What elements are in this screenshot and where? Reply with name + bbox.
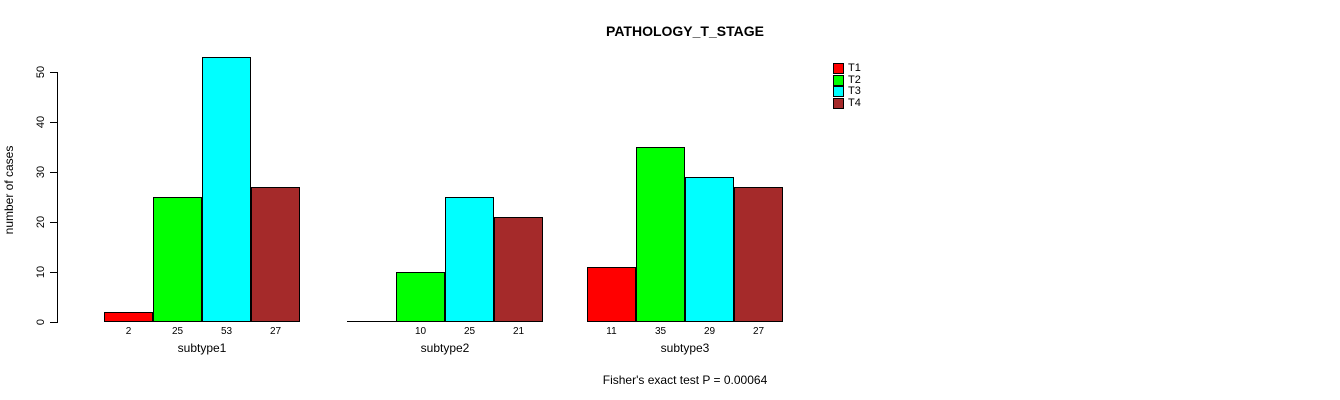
y-axis-line (57, 72, 58, 323)
legend-entry-t2: T2 (833, 73, 861, 87)
legend-label-t4: T4 (848, 96, 861, 109)
bar-value-label-t3-subtype1: 53 (220, 326, 233, 337)
legend-label-t1: T1 (848, 62, 861, 75)
bar-t3-subtype3 (685, 177, 734, 322)
bar-value-label-t2-subtype2: 10 (414, 326, 427, 337)
y-tick-label: 50 (35, 65, 47, 79)
bar-value-label-t3-subtype3: 29 (703, 326, 716, 337)
y-tick-mark (50, 322, 57, 323)
bar-t4-subtype2 (494, 217, 543, 322)
chart-title: PATHOLOGY_T_STAGE (606, 23, 764, 39)
bar-value-label-t4-subtype2: 21 (512, 326, 525, 337)
y-tick-mark (50, 72, 57, 73)
category-label-subtype1: subtype1 (177, 341, 227, 355)
legend-swatch-t2 (833, 74, 844, 86)
category-label-subtype3: subtype3 (660, 341, 710, 355)
bar-value-label-t1-subtype3: 11 (606, 326, 617, 337)
legend-swatch-t4 (833, 97, 844, 109)
y-tick-mark (50, 272, 57, 273)
y-tick-label: 30 (35, 165, 47, 179)
y-tick-label: 0 (35, 318, 47, 326)
bar-t4-subtype3 (734, 187, 783, 322)
bar-t2-subtype1 (153, 197, 202, 322)
y-tick-label: 40 (35, 115, 47, 129)
legend-entry-t4: T4 (833, 96, 861, 110)
annotation-fishers-test: Fisher's exact test P = 0.00064 (602, 373, 768, 387)
bar-value-label-t3-subtype2: 25 (463, 326, 476, 337)
bar-t4-subtype1 (251, 187, 300, 322)
bar-value-label-t1-subtype1: 2 (125, 326, 132, 337)
y-tick-mark (50, 172, 57, 173)
legend-label-t3: T3 (848, 85, 861, 98)
bar-t3-subtype2 (445, 197, 494, 322)
category-label-subtype2: subtype2 (420, 341, 470, 355)
bar-value-label-t4-subtype1: 27 (269, 326, 282, 337)
y-tick-mark (50, 222, 57, 223)
y-tick-label: 10 (35, 265, 47, 279)
legend-swatch-t3 (833, 86, 844, 98)
legend: T1 T2 T3 T4 (833, 63, 861, 109)
legend-entry-t3: T3 (833, 86, 861, 98)
bar-t2-subtype2 (396, 272, 445, 322)
bar-t3-subtype1 (202, 57, 251, 322)
legend-swatch-t1 (833, 63, 844, 75)
bar-value-label-t4-subtype3: 27 (752, 326, 765, 337)
y-tick-label: 20 (35, 215, 47, 229)
legend-entry-t1: T1 (833, 63, 861, 75)
bar-t1-subtype3 (587, 267, 636, 322)
bar-value-label-t2-subtype3: 35 (654, 326, 667, 337)
legend-label-t2: T2 (848, 73, 861, 86)
bar-t1-subtype1 (104, 312, 153, 322)
bar-t1-subtype2-zero (347, 321, 396, 322)
y-tick-mark (50, 122, 57, 123)
bar-value-label-t2-subtype1: 25 (171, 326, 184, 337)
y-axis-label: number of cases (2, 145, 16, 235)
bar-t2-subtype3 (636, 147, 685, 322)
